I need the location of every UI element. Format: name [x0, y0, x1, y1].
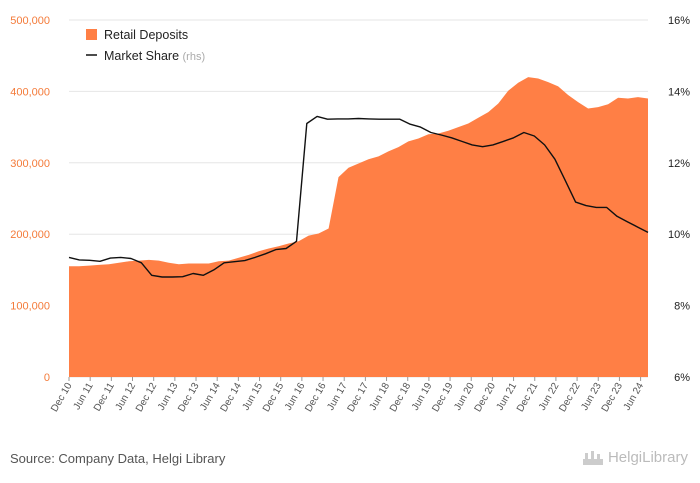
right-tick-label: 14% — [668, 86, 690, 98]
x-tick-label: Dec 15 — [261, 381, 287, 414]
chart-canvas: 0 100,000 200,000 300,000 400,000 500,000 6% 8… — [10, 15, 690, 414]
brand-logo: HelgiLibrary — [582, 449, 688, 466]
left-tick-label: 400,000 — [10, 86, 50, 98]
left-tick-label: 0 — [44, 372, 50, 384]
x-tick-label: Dec 22 — [557, 381, 583, 414]
left-tick-label: 200,000 — [10, 229, 50, 241]
left-tick-label: 300,000 — [10, 158, 50, 170]
x-tick-label: Dec 19 — [430, 381, 456, 414]
line-series-layer — [68, 115, 649, 278]
legend-swatch-retail-deposits — [86, 29, 97, 40]
legend: Retail Deposits Market Share (rhs) — [86, 28, 205, 63]
left-tick-label: 500,000 — [10, 15, 50, 27]
x-tick-label: Dec 11 — [92, 381, 117, 414]
right-tick-label: 8% — [674, 301, 690, 313]
right-axis-ticks: 6% 8% 10% 12% 14% 16% — [668, 15, 690, 384]
brand-name: HelgiLibrary — [607, 449, 688, 466]
x-tick-label: Dec 23 — [600, 381, 626, 414]
x-tick-label: Dec 21 — [515, 381, 541, 414]
x-tick-label: Dec 16 — [303, 381, 329, 414]
left-axis-ticks: 0 100,000 200,000 300,000 400,000 500,000 — [10, 15, 50, 384]
left-tick-label: 100,000 — [10, 301, 50, 313]
x-tick-label: Dec 18 — [388, 381, 414, 414]
right-tick-label: 10% — [668, 229, 690, 241]
x-tick-label: Dec 13 — [176, 381, 202, 414]
legend-label-retail-deposits: Retail Deposits — [104, 28, 188, 42]
x-tick-label: Dec 10 — [49, 381, 75, 414]
x-tick-label: Jun 24 — [622, 381, 647, 413]
line-market-share — [68, 115, 649, 278]
right-tick-label: 16% — [668, 15, 690, 27]
library-icon — [582, 450, 603, 465]
x-tick-label: Dec 12 — [134, 381, 160, 414]
x-tick-label: Dec 14 — [219, 381, 245, 414]
source-note: Source: Company Data, Helgi Library — [10, 451, 226, 466]
right-tick-label: 6% — [674, 372, 690, 384]
right-tick-label: 12% — [668, 158, 690, 170]
area-retail-deposits — [69, 77, 648, 377]
x-tick-label: Dec 17 — [346, 381, 372, 414]
legend-label-market-share: Market Share (rhs) — [104, 49, 205, 63]
area-series-layer — [69, 77, 648, 377]
x-tick-label: Dec 20 — [473, 381, 499, 414]
